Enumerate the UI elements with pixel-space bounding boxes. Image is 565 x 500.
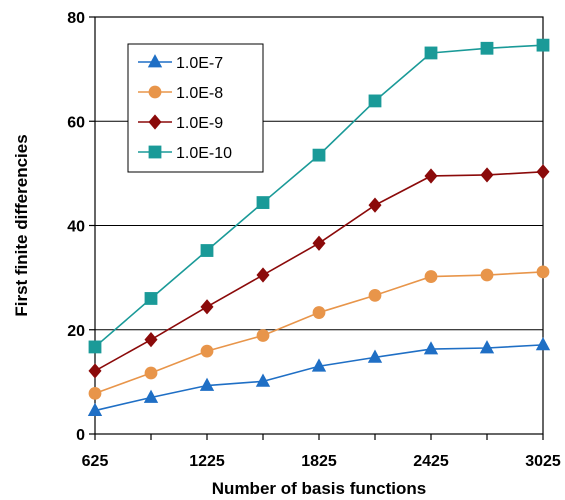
data-point [87, 402, 103, 416]
y-axis-title: First finite differencies [12, 134, 31, 316]
legend-label: 1.0E-10 [176, 145, 232, 162]
data-point [88, 386, 102, 400]
data-point [200, 344, 214, 358]
legend-item: 1.0E-9 [138, 114, 223, 132]
data-point [424, 46, 438, 60]
legend-item: 1.0E-7 [138, 54, 223, 72]
series-lines [87, 38, 551, 416]
data-point [147, 54, 163, 68]
data-point [536, 38, 550, 52]
data-point [368, 288, 382, 302]
x-axis-ticks: 625 1225 1825 2425 3025 [82, 434, 561, 470]
data-point [255, 373, 271, 387]
data-point [144, 292, 158, 305]
data-point [536, 164, 550, 180]
y-tick-label: 20 [67, 323, 85, 340]
data-point [368, 94, 382, 108]
data-point [148, 145, 162, 159]
series-2 [88, 164, 550, 379]
x-tick-label: 1225 [189, 453, 225, 470]
data-point [88, 340, 102, 354]
x-tick-label: 1825 [301, 453, 337, 470]
legend-label: 1.0E-7 [176, 55, 223, 72]
data-point [200, 244, 214, 257]
data-point [256, 196, 270, 209]
data-point [424, 168, 438, 184]
data-point [423, 341, 439, 355]
data-point [536, 265, 550, 279]
data-point [312, 306, 326, 319]
y-tick-label: 80 [67, 10, 85, 27]
data-point [144, 366, 158, 380]
data-point [143, 389, 159, 403]
y-tick-label: 60 [67, 114, 85, 131]
data-point [480, 167, 494, 183]
data-point [144, 332, 158, 348]
data-point [480, 268, 494, 282]
legend-label: 1.0E-8 [176, 85, 223, 102]
legend-label: 1.0E-9 [176, 115, 223, 132]
data-point [88, 363, 102, 379]
x-axis-title: Number of basis functions [212, 479, 426, 498]
x-tick-label: 3025 [525, 453, 561, 470]
y-tick-label: 0 [76, 427, 85, 444]
data-point [368, 197, 382, 213]
series-0 [87, 337, 551, 416]
y-tick-label: 40 [67, 219, 85, 236]
series-1 [88, 265, 550, 400]
data-point [199, 377, 215, 391]
series-3 [88, 38, 550, 354]
data-point [148, 85, 162, 99]
legend-item: 1.0E-10 [138, 145, 232, 162]
data-point [424, 270, 438, 283]
data-point [312, 148, 326, 162]
legend: 1.0E-7 1.0E-8 1.0E-9 1.0E-10 [127, 43, 264, 173]
x-tick-label: 625 [82, 453, 109, 470]
series-line [94, 171, 544, 372]
data-point [535, 337, 551, 351]
data-point [148, 114, 162, 130]
data-point [480, 41, 494, 55]
data-point [256, 267, 270, 283]
data-point [312, 235, 326, 251]
data-point [479, 340, 495, 354]
data-point [367, 349, 383, 363]
legend-item: 1.0E-8 [138, 85, 223, 102]
series-line [94, 344, 544, 412]
data-point [200, 299, 214, 315]
data-point [256, 329, 270, 342]
data-point [311, 358, 327, 372]
y-axis-ticks: 0 20 40 60 80 [67, 10, 95, 444]
x-tick-label: 2425 [413, 453, 449, 470]
